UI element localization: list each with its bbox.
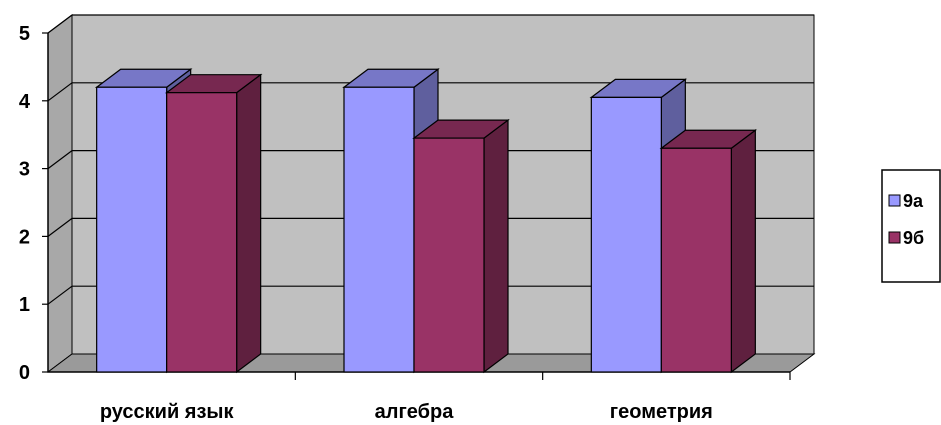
- y-tick-label: 1: [19, 294, 30, 316]
- y-tick-label: 5: [19, 23, 30, 45]
- gridline-side: [47, 217, 73, 237]
- legend: 9а 9б: [881, 169, 941, 283]
- legend-swatch: [888, 231, 901, 244]
- x-category-labels: русский язык алгебра геометрия: [100, 401, 713, 423]
- bar-side: [236, 73, 262, 374]
- x-category-label: геометрия: [610, 401, 713, 423]
- x-category-label: русский язык: [100, 401, 235, 423]
- y-tick-label: 2: [19, 226, 30, 248]
- bar: [343, 86, 415, 373]
- bar: [166, 92, 238, 373]
- side-wall: [47, 14, 73, 373]
- bar: [660, 147, 732, 373]
- gridline-side: [47, 14, 73, 34]
- bar: [96, 86, 168, 373]
- legend-label: 9б: [903, 228, 924, 248]
- legend-box: [881, 169, 941, 283]
- x-category-label: алгебра: [375, 401, 455, 423]
- gridline-side: [47, 82, 73, 102]
- legend-swatch: [888, 194, 901, 207]
- bars: [94, 68, 758, 374]
- y-tick-label: 0: [19, 362, 30, 384]
- gridline-side: [47, 285, 73, 305]
- legend-label: 9а: [903, 191, 924, 211]
- y-tick-labels: 0 1 2 3 4 5: [19, 23, 31, 384]
- bar-side: [730, 129, 756, 374]
- bar-side: [483, 118, 509, 374]
- bar: [590, 96, 662, 373]
- gridline-side: [47, 150, 73, 170]
- bar: [413, 137, 485, 373]
- y-tick-label: 4: [19, 91, 31, 113]
- y-tick-label: 3: [19, 159, 30, 181]
